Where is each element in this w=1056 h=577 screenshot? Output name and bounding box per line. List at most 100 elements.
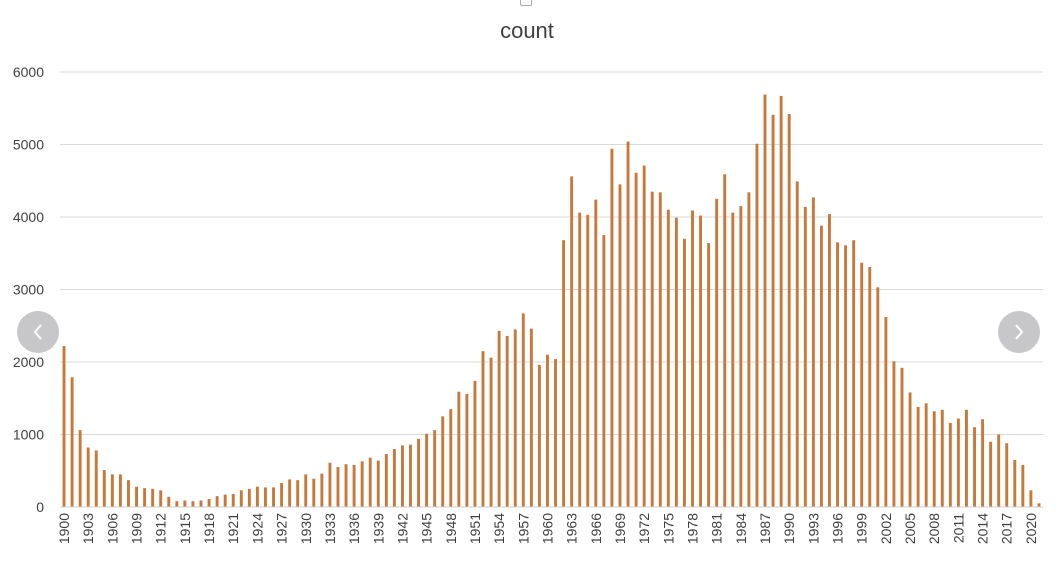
gridlines	[60, 71, 1043, 435]
bar-1929	[296, 480, 300, 507]
bar-1934	[336, 467, 340, 507]
bar-1933	[328, 462, 332, 507]
bar-1965	[586, 214, 590, 507]
bar-2007	[924, 403, 928, 507]
x-tick-label: 1954	[491, 513, 507, 544]
bar-2006	[916, 406, 920, 507]
bar-1996	[836, 242, 839, 507]
bar-1974	[658, 192, 662, 507]
bar-2001	[876, 287, 880, 507]
bar-1981	[715, 198, 719, 507]
bar-2012	[965, 409, 968, 507]
bar-2009	[940, 409, 944, 507]
bar-2020	[1029, 490, 1033, 507]
x-tick-label: 2011	[950, 513, 966, 543]
bar-1991	[795, 181, 799, 507]
bar-1967	[602, 235, 606, 507]
x-tick-label: 1966	[588, 513, 604, 544]
bar-1911	[151, 488, 155, 507]
bar-1984	[739, 206, 743, 507]
x-tick-label: 1924	[249, 513, 265, 544]
x-tick-label: 1933	[322, 513, 338, 544]
bar-1994	[819, 225, 823, 507]
bar-2021	[1037, 503, 1041, 507]
bar-1997	[844, 245, 848, 507]
x-tick-label: 1903	[80, 513, 96, 544]
bar-1953	[489, 357, 493, 507]
next-button[interactable]	[998, 311, 1040, 353]
bar-2003	[892, 361, 896, 507]
bar-1999	[860, 262, 864, 507]
bar-1951	[473, 380, 477, 507]
bar-1946	[433, 430, 437, 507]
bar-1986	[755, 143, 759, 507]
bar-1941	[392, 449, 396, 507]
bar-2005	[908, 392, 912, 507]
bar-1973	[650, 191, 654, 507]
x-tick-label: 2002	[878, 513, 894, 544]
x-tick-label: 1960	[539, 513, 555, 544]
y-tick-label: 4000	[13, 209, 44, 225]
bar-1917	[199, 500, 203, 507]
bar-1918	[207, 499, 211, 507]
bar-1952	[481, 351, 485, 507]
x-tick-label: 2017	[999, 513, 1015, 544]
bar-1915	[183, 500, 187, 507]
bar-1995	[828, 214, 831, 507]
bar-1919	[215, 496, 219, 507]
x-tick-label: 1975	[660, 513, 676, 544]
bar-2019	[1021, 464, 1025, 507]
bar-2015	[989, 441, 993, 507]
chevron-left-icon	[31, 322, 45, 342]
y-tick-label: 2000	[13, 354, 44, 370]
bar-1962	[562, 240, 566, 507]
bar-1958	[529, 328, 533, 507]
x-tick-label: 1921	[225, 513, 241, 544]
bar-2014	[981, 419, 985, 507]
x-axis-tick-labels: 1900 1903 1906 1909 1912 1915 1918 1921 1924 1927…	[56, 513, 1039, 544]
bar-1906	[110, 474, 114, 507]
y-tick-label: 3000	[13, 282, 44, 298]
bar-1983	[731, 212, 735, 507]
bar-1975	[666, 209, 670, 507]
x-tick-label: 1945	[419, 513, 435, 544]
y-tick-label: 5000	[13, 137, 44, 153]
bar-1936	[352, 464, 356, 507]
previous-button[interactable]	[17, 311, 59, 353]
bar-1970	[626, 141, 630, 507]
x-tick-label: 1909	[129, 513, 145, 544]
bar-1972	[642, 165, 646, 507]
bar-1913	[167, 496, 171, 507]
bar-1971	[634, 172, 638, 507]
bar-1956	[513, 329, 517, 507]
x-tick-label: 1969	[612, 513, 628, 544]
bar-1992	[803, 206, 807, 507]
bar-1939	[376, 460, 380, 507]
x-tick-label: 1978	[685, 513, 701, 544]
bar-1990	[787, 114, 791, 508]
bar-2018	[1013, 459, 1017, 507]
bar-1982	[723, 174, 727, 507]
x-tick-label: 1951	[467, 513, 483, 544]
bar-1961	[554, 359, 557, 507]
x-tick-label: 1906	[104, 513, 120, 544]
bar-1985	[747, 192, 751, 507]
x-tick-label: 1987	[757, 513, 773, 544]
resize-handle[interactable]	[520, 0, 532, 6]
bar-1944	[417, 438, 421, 507]
x-tick-label: 1936	[346, 513, 362, 544]
bar-1914	[175, 501, 179, 507]
x-tick-label: 2020	[1023, 513, 1039, 544]
bar-1901	[70, 377, 74, 507]
bar-1920	[223, 494, 227, 507]
bar-1960	[546, 354, 549, 507]
bar-2010	[948, 422, 952, 507]
bar-1978	[691, 210, 694, 507]
bar-1905	[102, 470, 106, 507]
x-tick-label: 2008	[926, 513, 942, 544]
bar-1907	[118, 474, 122, 507]
bar-1993	[811, 197, 815, 508]
bar-1916	[191, 501, 195, 507]
x-tick-label: 1972	[636, 513, 652, 544]
